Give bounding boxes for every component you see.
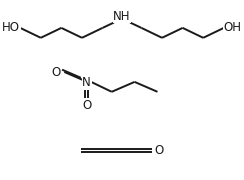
Text: OH: OH — [224, 21, 242, 34]
Text: O: O — [154, 144, 163, 157]
Text: N: N — [82, 76, 91, 89]
Text: NH: NH — [113, 10, 131, 22]
Text: O: O — [51, 66, 60, 78]
Text: HO: HO — [2, 21, 20, 34]
Text: O: O — [82, 99, 91, 112]
